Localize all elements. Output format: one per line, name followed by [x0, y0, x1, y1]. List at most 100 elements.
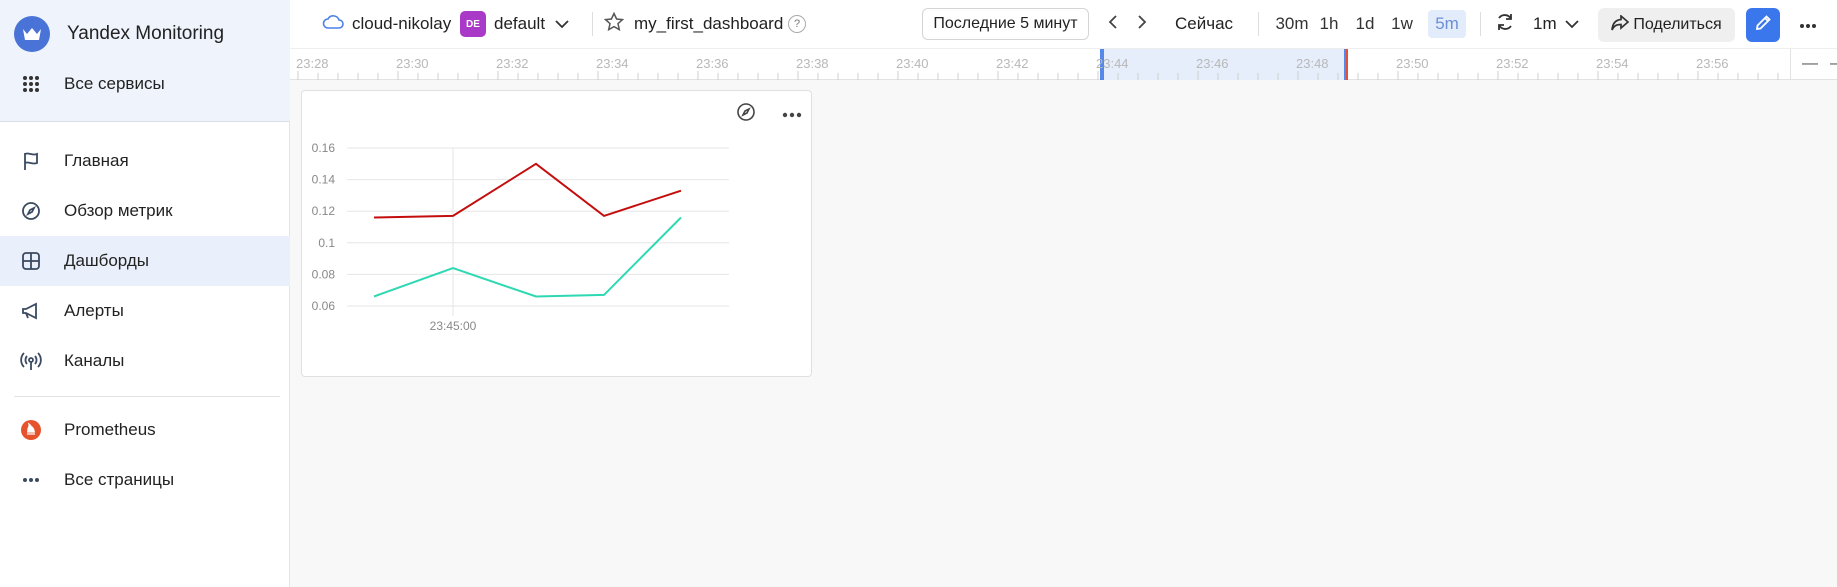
timeline-label: 23:54: [1596, 56, 1629, 71]
help-icon: ?: [788, 15, 806, 33]
cloud-name: cloud-nikolay: [352, 14, 452, 33]
timeline-label: 23:40: [896, 56, 929, 71]
timeline-now-marker: [1346, 49, 1348, 80]
y-tick-label: 0.06: [312, 299, 336, 313]
favorite-star-button[interactable]: [603, 0, 625, 48]
y-tick-label: 0.14: [312, 173, 336, 187]
sidebar-item-home[interactable]: Главная: [0, 136, 290, 186]
app-title: Yandex Monitoring: [67, 23, 225, 44]
cloud-icon: [322, 14, 344, 35]
sidebar-item-label: Главная: [64, 151, 129, 170]
now-label: Сейчас: [1175, 14, 1234, 33]
zoom-out-icon[interactable]: —: [1802, 55, 1818, 72]
timeline-ticks: [297, 71, 1779, 80]
all-services-button[interactable]: Все сервисы: [20, 72, 165, 96]
more-dots-icon: [1799, 14, 1817, 34]
timeline-handle-left[interactable]: [1100, 49, 1104, 80]
range-30m[interactable]: 30m: [1275, 14, 1309, 33]
sidebar-item-label: Prometheus: [64, 420, 156, 439]
header-divider: [592, 12, 593, 36]
folder-badge: DE: [460, 11, 486, 37]
dashboard-icon: [20, 250, 42, 272]
sidebar-item-metrics[interactable]: Обзор метрик: [0, 186, 290, 236]
refresh-interval-selector[interactable]: 1m: [1533, 0, 1579, 48]
sidebar-item-all-pages[interactable]: Все страницы: [0, 455, 290, 505]
chevron-left-icon: [1108, 14, 1117, 34]
timeline-label: 23:48: [1296, 56, 1329, 71]
timeline-selection[interactable]: [1100, 49, 1346, 80]
x-tick-label: 23:45:00: [430, 319, 477, 333]
range-1h[interactable]: 1h: [1319, 14, 1339, 33]
compass-icon: [20, 200, 42, 222]
sidebar-item-label: Каналы: [64, 351, 125, 370]
header-divider: [1258, 12, 1259, 36]
chevron-down-icon: [1564, 14, 1579, 34]
app-logo[interactable]: Yandex Monitoring: [14, 16, 224, 52]
sidebar-item-prometheus[interactable]: Prometheus: [0, 405, 290, 455]
refresh-icon: [1495, 12, 1515, 37]
flag-icon: [20, 150, 42, 172]
zoom-in-icon[interactable]: —: [1830, 55, 1837, 73]
timeline-label: 23:42: [996, 56, 1029, 71]
monitoring-logo-icon: [14, 16, 50, 52]
dashboard-title: my_first_dashboard: [634, 0, 783, 48]
timeline-label: 23:44: [1096, 56, 1129, 71]
chevron-down-icon: [555, 14, 569, 34]
series-line-0[interactable]: [373, 162, 682, 219]
y-tick-label: 0.16: [312, 141, 336, 155]
sidebar: Yandex Monitoring Все сервисы Главная Об…: [0, 0, 290, 587]
star-icon: [603, 11, 625, 37]
period-selector[interactable]: Последние 5 минут: [922, 8, 1089, 40]
range-1d[interactable]: 1d: [1355, 14, 1375, 33]
explore-button[interactable]: [733, 101, 759, 127]
sidebar-item-dashboards[interactable]: Дашборды: [0, 236, 290, 286]
timeline-label: 23:30: [396, 56, 429, 71]
y-tick-label: 0.1: [318, 236, 335, 250]
edit-button[interactable]: [1746, 8, 1780, 42]
sidebar-item-label: Алерты: [64, 301, 124, 320]
all-services-label: Все сервисы: [64, 74, 165, 93]
line-chart[interactable]: 0.16 0.14 0.12 0.1 0.08 0.06 23:45:00: [302, 91, 813, 378]
now-button[interactable]: Сейчас: [1175, 0, 1233, 48]
prev-period-button[interactable]: [1108, 0, 1117, 48]
sidebar-item-alerts[interactable]: Алерты: [0, 286, 290, 336]
antenna-icon: [20, 350, 42, 372]
range-1w[interactable]: 1w: [1391, 14, 1413, 33]
period-label: Последние 5 минут: [933, 15, 1078, 32]
share-button[interactable]: Поделиться: [1598, 8, 1735, 42]
share-label: Поделиться: [1633, 16, 1722, 33]
refresh-button[interactable]: [1495, 0, 1515, 48]
timeline-label: 23:32: [496, 56, 529, 71]
header-divider: [1480, 12, 1481, 36]
prometheus-icon: [20, 419, 42, 441]
next-period-button[interactable]: [1138, 0, 1147, 48]
timeline-label: 23:28: [296, 56, 329, 71]
series-line-1[interactable]: [373, 216, 682, 298]
timeline-zoom-divider: [1790, 49, 1791, 80]
compass-icon: [736, 102, 756, 127]
timeline[interactable]: 23:28 23:30 23:32 23:34 23:36 23:38 23:4…: [290, 48, 1837, 80]
timeline-label: 23:34: [596, 56, 629, 71]
megaphone-icon: [20, 300, 42, 322]
cloud-selector[interactable]: cloud-nikolay: [322, 0, 451, 48]
pencil-icon: [1754, 14, 1772, 37]
refresh-interval-label: 1m: [1533, 14, 1557, 33]
widget-menu-button[interactable]: [779, 101, 805, 127]
sidebar-item-channels[interactable]: Каналы: [0, 336, 290, 386]
chart-widget: 0.16 0.14 0.12 0.1 0.08 0.06 23:45:00: [301, 90, 812, 377]
sidebar-divider: [14, 396, 280, 397]
grid-icon: [20, 73, 42, 95]
chevron-right-icon: [1138, 14, 1147, 34]
sidebar-item-label: Обзор метрик: [64, 201, 173, 220]
range-5m[interactable]: 5m: [1428, 10, 1466, 38]
top-bar: cloud-nikolay DE default my_first_dashbo…: [290, 0, 1837, 48]
timeline-label: 23:56: [1696, 56, 1729, 71]
timeline-label: 23:38: [796, 56, 829, 71]
timeline-label: 23:50: [1396, 56, 1429, 71]
y-tick-label: 0.08: [312, 267, 336, 281]
more-dots-icon: [782, 105, 802, 123]
help-button[interactable]: ?: [788, 0, 806, 48]
timeline-label: 23:46: [1196, 56, 1229, 71]
more-menu-button[interactable]: [1799, 0, 1817, 48]
folder-selector[interactable]: DE default: [460, 0, 569, 48]
